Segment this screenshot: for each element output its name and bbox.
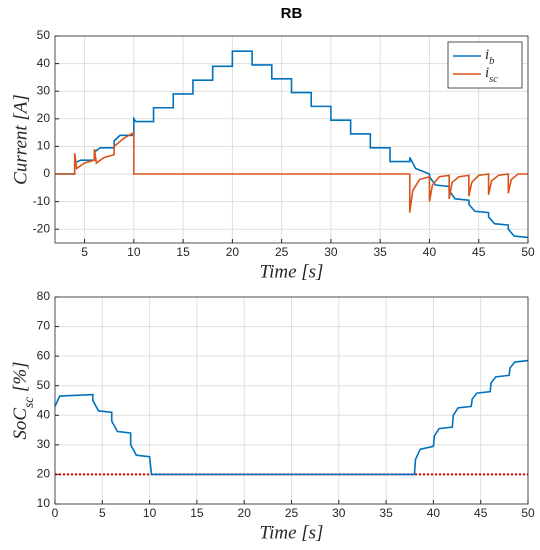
y-tick-label: 20 <box>37 111 51 125</box>
x-tick-label: 20 <box>226 245 240 259</box>
x-tick-label: 40 <box>423 245 437 259</box>
y-tick-label: 50 <box>37 378 51 392</box>
x-tick-label: 5 <box>99 506 106 520</box>
x-tick-label: 20 <box>238 506 252 520</box>
y-tick-label: 20 <box>37 467 51 481</box>
y-tick-label: 80 <box>37 289 51 303</box>
y-tick-label: 40 <box>37 56 51 70</box>
x-tick-label: 15 <box>190 506 204 520</box>
y-tick-label: 30 <box>37 83 51 97</box>
x-tick-label: 30 <box>332 506 346 520</box>
x-tick-label: 35 <box>379 506 393 520</box>
x-tick-label: 35 <box>374 245 388 259</box>
axes-box <box>54 296 529 505</box>
y-tick-label: 70 <box>37 319 51 333</box>
y-tick-label: 10 <box>37 496 51 510</box>
x-tick-label: 0 <box>52 506 59 520</box>
x-tick-label: 45 <box>474 506 488 520</box>
x-tick-label: 40 <box>427 506 441 520</box>
legend-label: isc <box>485 65 498 84</box>
x-tick-label: 45 <box>472 245 486 259</box>
x-tick-label: 25 <box>275 245 289 259</box>
y-axis-label: Current [A] <box>10 94 31 185</box>
x-tick-label: 50 <box>521 245 535 259</box>
x-tick-label: 25 <box>285 506 299 520</box>
y-tick-label: -20 <box>33 221 51 235</box>
y-tick-label: 50 <box>37 28 51 42</box>
y-tick-label: 40 <box>37 407 51 421</box>
x-tick-label: 30 <box>324 245 338 259</box>
data-line <box>55 131 528 213</box>
y-tick-label: 10 <box>37 139 51 153</box>
data-line <box>54 359 529 476</box>
x-tick-label: 10 <box>143 506 157 520</box>
chart-title: RB <box>281 5 303 22</box>
y-tick-label: 60 <box>37 348 51 362</box>
y-tick-label: 30 <box>37 437 51 451</box>
data-line <box>55 50 529 239</box>
x-tick-label: 5 <box>81 245 88 259</box>
y-axis-label: SoCsc [%] <box>10 361 35 439</box>
x-tick-label: 50 <box>521 506 535 520</box>
axes-box <box>54 35 529 244</box>
legend-box <box>447 41 523 89</box>
x-axis-label: Time [s] <box>260 522 324 543</box>
y-tick-label: -10 <box>33 194 51 208</box>
x-tick-label: 15 <box>176 245 190 259</box>
legend-label: ib <box>485 47 494 66</box>
x-tick-label: 10 <box>127 245 141 259</box>
y-tick-label: 0 <box>43 166 50 180</box>
x-axis-label: Time [s] <box>260 261 324 282</box>
